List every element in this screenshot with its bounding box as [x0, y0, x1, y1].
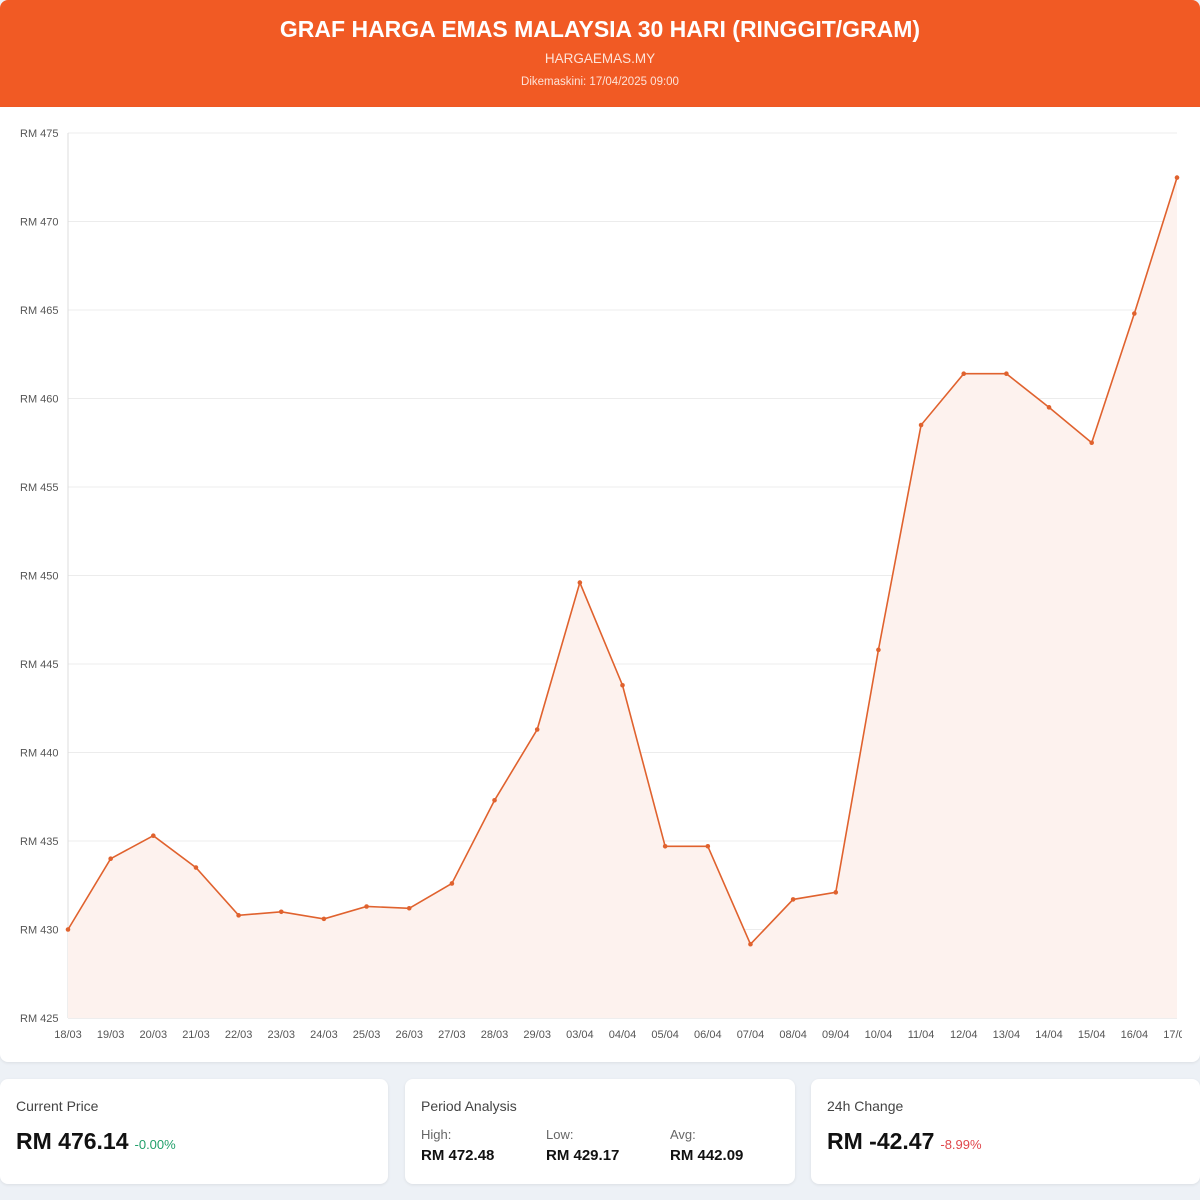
avg-label: Avg: — [670, 1127, 696, 1142]
24h-change-card: 24h Change RM -42.47 -8.99% — [811, 1079, 1200, 1184]
x-tick-label: 23/03 — [268, 1029, 296, 1041]
data-point — [577, 580, 583, 585]
x-tick-label: 09/04 — [822, 1029, 850, 1041]
data-point — [534, 727, 540, 732]
data-point — [236, 913, 241, 918]
data-point — [406, 905, 412, 911]
data-point — [705, 844, 711, 849]
y-tick-label: RM 470 — [20, 217, 59, 229]
x-tick-label: 06/04 — [694, 1029, 722, 1041]
high-value: RM 472.48 — [421, 1147, 495, 1164]
current-price-label: Current Price — [16, 1098, 99, 1114]
x-tick-label: 11/04 — [908, 1029, 935, 1041]
x-tick-label: 08/04 — [779, 1029, 807, 1041]
high-label: High: — [421, 1127, 452, 1142]
y-tick-label: RM 425 — [20, 1013, 59, 1025]
current-price-card: Current Price RM 476.14 -0.00% — [0, 1079, 388, 1184]
area-fill — [68, 177, 1177, 1018]
data-point — [918, 422, 924, 428]
data-point — [748, 941, 753, 947]
low-value: RM 429.17 — [546, 1147, 620, 1164]
x-tick-label: 22/03 — [225, 1029, 253, 1041]
x-tick-label: 04/04 — [609, 1029, 637, 1041]
current-price-change: -0.00% — [134, 1137, 176, 1152]
data-point — [364, 904, 369, 909]
x-tick-label: 13/04 — [993, 1029, 1021, 1041]
x-tick-label: 27/03 — [438, 1029, 466, 1041]
x-tick-label: 07/04 — [737, 1029, 765, 1041]
page-title: GRAF HARGA EMAS MALAYSIA 30 HARI (RINGGI… — [279, 16, 921, 42]
data-point — [151, 833, 156, 838]
24h-change-value: RM -42.47 — [827, 1128, 935, 1154]
x-tick-label: 12/04 — [950, 1029, 978, 1041]
data-point — [278, 909, 284, 915]
current-price-value: RM 476.14 — [16, 1128, 129, 1154]
x-tick-label: 25/03 — [353, 1029, 381, 1041]
y-tick-label: RM 450 — [20, 571, 59, 583]
period-analysis-label: Period Analysis — [421, 1098, 517, 1114]
x-tick-label: 17/04 — [1163, 1029, 1182, 1041]
site-name: HARGAEMAS.MY — [544, 51, 656, 66]
y-tick-label: RM 435 — [20, 836, 59, 848]
y-tick-label: RM 445 — [20, 659, 59, 671]
data-point — [492, 797, 497, 803]
data-point — [1046, 405, 1052, 410]
x-tick-label: 15/04 — [1078, 1029, 1106, 1041]
data-point — [790, 897, 796, 902]
avg-value: RM 442.09 — [670, 1147, 744, 1164]
x-tick-label: 10/04 — [865, 1029, 893, 1041]
x-tick-label: 03/04 — [566, 1029, 594, 1041]
price-chart: RM 425 RM 430 RM 435 RM 440 RM 445 RM 450 RM 4… — [20, 128, 1182, 1041]
x-tick-label: 14/04 — [1035, 1029, 1063, 1041]
y-tick-label: RM 455 — [20, 482, 59, 494]
y-tick-label: RM 465 — [20, 305, 59, 317]
data-point — [321, 916, 327, 922]
y-tick-label: RM 440 — [20, 748, 59, 760]
x-tick-label: 28/03 — [481, 1029, 509, 1041]
y-tick-label: RM 460 — [20, 394, 59, 406]
data-point — [108, 856, 113, 861]
24h-change-label: 24h Change — [827, 1098, 904, 1114]
data-point — [193, 865, 199, 870]
updated-timestamp: Dikemaskini: 17/04/2025 09:00 — [521, 76, 679, 88]
x-tick-label: 19/03 — [97, 1029, 125, 1041]
data-point — [961, 371, 967, 377]
x-tick-label: 18/03 — [54, 1029, 82, 1041]
x-tick-label: 05/04 — [651, 1029, 679, 1041]
data-point — [876, 647, 881, 653]
data-point — [65, 927, 71, 932]
x-tick-label: 24/03 — [310, 1029, 338, 1041]
data-point — [620, 682, 625, 688]
period-analysis-card: Period Analysis High: RM 472.48 Low: RM … — [405, 1079, 795, 1184]
data-point — [1174, 175, 1180, 180]
x-tick-label: 16/04 — [1121, 1029, 1149, 1041]
header: GRAF HARGA EMAS MALAYSIA 30 HARI (RINGGI… — [0, 0, 1200, 107]
data-point — [1004, 371, 1009, 377]
data-point — [662, 844, 668, 849]
x-tick-label: 21/03 — [182, 1029, 210, 1041]
24h-change-percent: -8.99% — [940, 1137, 982, 1152]
y-tick-label: RM 475 — [20, 128, 59, 140]
data-point — [1089, 440, 1094, 446]
x-tick-label: 29/03 — [523, 1029, 551, 1041]
chart-card: RM 425 RM 430 RM 435 RM 440 RM 445 RM 450 RM 4… — [0, 107, 1200, 1062]
x-tick-label: 20/03 — [140, 1029, 168, 1041]
data-point — [449, 881, 455, 886]
y-tick-label: RM 430 — [20, 925, 59, 937]
data-point — [1132, 311, 1137, 316]
x-tick-label: 26/03 — [395, 1029, 423, 1041]
data-point — [833, 890, 839, 895]
low-label: Low: — [546, 1127, 574, 1142]
